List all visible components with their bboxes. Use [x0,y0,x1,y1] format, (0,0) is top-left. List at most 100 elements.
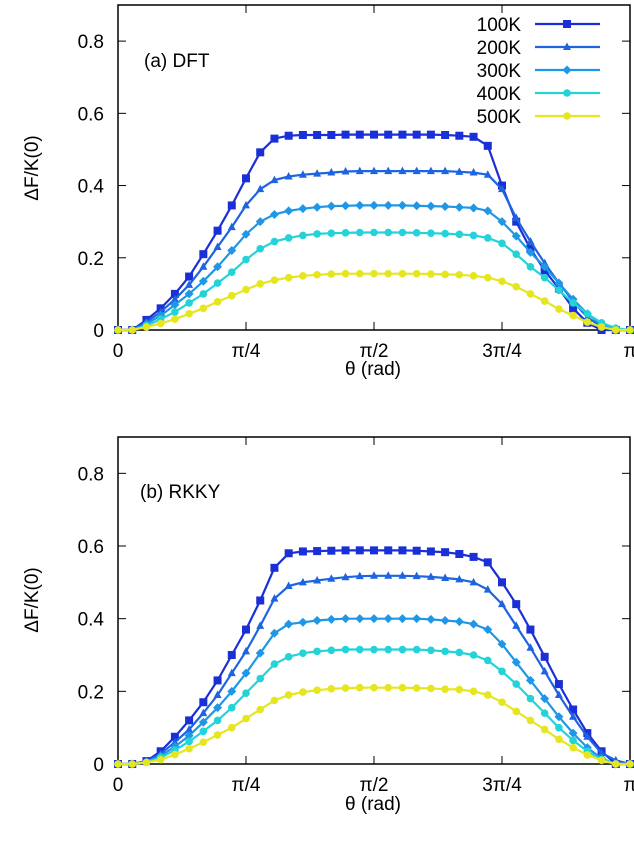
data-point [270,563,279,572]
data-point [483,170,492,178]
data-point [455,648,464,657]
y-tick-label: 0.6 [78,104,104,125]
data-point [227,703,236,712]
data-point [312,615,322,625]
data-point [412,269,421,278]
data-point [540,652,549,661]
data-point [426,130,435,139]
data-point [583,751,592,759]
data-point [569,712,578,720]
data-point [426,166,435,175]
data-point [171,308,179,316]
data-point [483,625,493,635]
data-point [469,687,478,696]
data-point [313,576,322,584]
x-tick-label: 3π/4 [482,341,522,362]
data-point [455,270,464,279]
data-point [469,132,478,141]
y-tick-label: 0 [93,321,104,342]
legend-label: 500K [477,107,522,128]
data-point [426,547,435,556]
data-point [526,290,535,298]
y-tick-label: 0.2 [78,682,104,703]
data-point [454,617,464,627]
data-point [242,285,250,294]
data-point [441,647,449,656]
data-point [562,65,572,75]
data-point [327,646,336,655]
data-point [483,656,492,665]
data-point [370,228,378,237]
data-point [185,737,193,746]
data-point [341,201,351,211]
panel-dft: (a) DFT ΔF/K(0) θ (rad) 0 π/4 π/2 3π/4 π 0 0.2… [22,4,634,380]
x-tick-label: π/2 [360,775,389,796]
data-point [540,666,549,675]
data-point [256,705,265,714]
data-point [326,201,336,211]
data-point [569,705,578,714]
data-point [341,684,350,692]
data-point [355,645,364,654]
x-tick-label: π/2 [360,341,389,362]
data-point [185,744,193,753]
data-point [483,585,492,593]
data-point [554,680,563,689]
y-axis-label: ΔF/K(0) [22,567,43,632]
data-point [171,315,179,323]
data-point [284,691,293,699]
data-point [369,614,379,624]
data-point [526,237,535,245]
data-point [498,277,506,286]
legend-label: 200K [477,38,522,59]
data-point [563,20,571,28]
data-point [242,200,251,209]
data-point [412,130,421,139]
data-point [441,573,450,581]
data-point [555,305,563,313]
data-point [355,130,364,139]
x-axis-label: θ (rad) [345,359,401,380]
data-point [170,300,180,310]
data-point [327,574,336,582]
y-tick-label: 0.8 [78,32,104,53]
data-point [185,716,194,725]
data-point [199,290,208,298]
data-point [412,614,422,624]
data-point [170,737,179,746]
data-point [242,625,251,634]
data-point [270,134,279,143]
data-point [483,206,493,216]
data-point [170,294,179,303]
data-point [199,698,208,707]
data-point [540,273,549,282]
data-point [284,273,293,282]
panel-annotation: (a) DFT [144,51,210,72]
data-point [469,272,478,280]
data-point [227,201,236,210]
data-point [298,204,308,214]
data-point [498,698,506,707]
data-point [213,690,222,698]
data-point [512,213,521,222]
data-point [184,289,194,299]
data-point [397,200,407,210]
data-point [312,202,322,212]
data-point [341,572,350,581]
x-axis-label: θ (rad) [345,794,401,815]
data-point [198,276,208,286]
data-point [269,209,279,219]
data-point [412,684,421,692]
data-point [284,619,294,629]
data-point [455,167,464,175]
data-point [384,546,393,555]
data-point [497,639,507,649]
data-point [256,184,265,193]
data-point [398,166,407,175]
data-point [469,552,478,561]
data-point [498,599,507,608]
data-point [384,228,393,237]
data-point [398,228,407,237]
data-point [569,304,578,313]
